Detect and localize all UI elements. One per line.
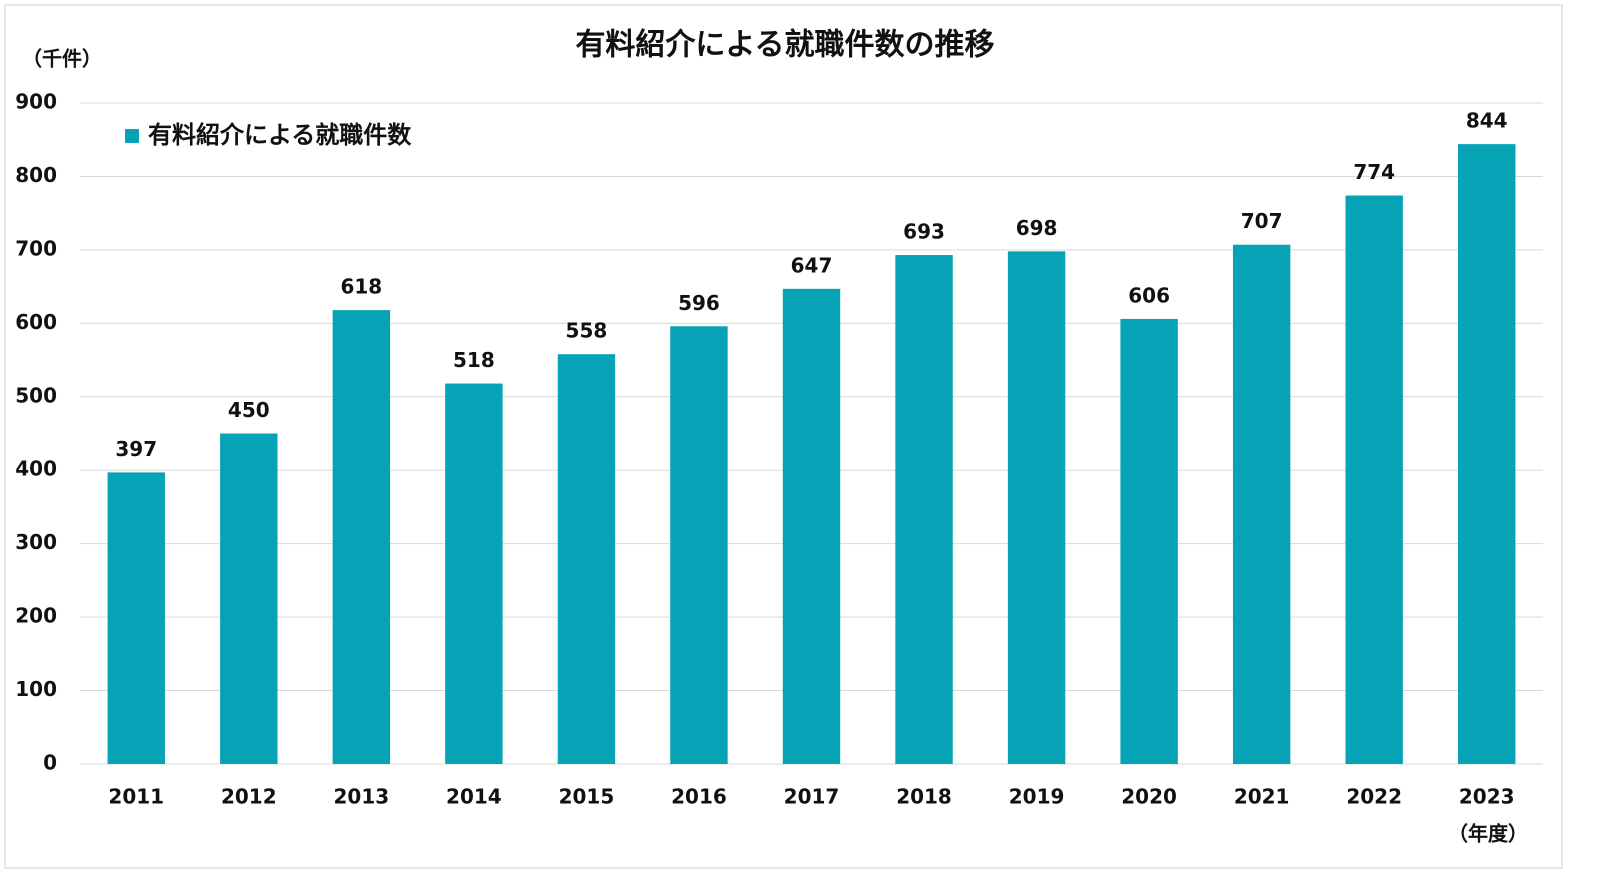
data-label: 558: [566, 319, 608, 343]
data-label: 518: [453, 348, 495, 372]
data-label: 844: [1466, 109, 1508, 133]
x-tick-label: 2019: [1009, 785, 1065, 809]
bar: [557, 354, 616, 764]
data-label: 397: [115, 437, 157, 461]
data-label: 606: [1128, 283, 1170, 307]
x-tick-label: 2022: [1346, 785, 1402, 809]
x-tick-label: 2012: [221, 785, 277, 809]
bar: [445, 383, 503, 764]
bar: [1120, 318, 1178, 764]
y-tick-label: 700: [15, 236, 57, 260]
bar: [895, 255, 953, 764]
x-tick-label: 2021: [1234, 785, 1290, 809]
data-label: 450: [228, 398, 270, 422]
x-tick-label: 2017: [784, 785, 840, 809]
data-label: 647: [791, 253, 833, 277]
y-axis-label: （千件）: [22, 47, 102, 71]
bar: [1345, 195, 1403, 765]
x-tick-label: 2020: [1121, 785, 1177, 809]
x-tick-label: 2018: [896, 785, 952, 809]
x-tick-label: 2023: [1459, 785, 1515, 809]
x-tick-label: 2016: [671, 785, 727, 809]
data-label: 618: [340, 275, 382, 299]
x-tick-label: 2011: [108, 785, 164, 809]
data-label: 774: [1353, 160, 1395, 184]
bar: [782, 288, 841, 764]
y-tick-label: 400: [15, 457, 57, 481]
bar: [220, 433, 278, 764]
chart-title: 有料紹介による就職件数の推移: [575, 28, 994, 63]
legend-label: 有料紹介による就職件数: [148, 121, 412, 149]
data-label: 693: [903, 220, 945, 244]
y-tick-label: 200: [15, 604, 57, 628]
y-tick-label: 0: [43, 751, 57, 775]
bar: [107, 472, 165, 764]
bar: [670, 326, 728, 764]
y-tick-label: 800: [15, 163, 57, 187]
bar: [1232, 244, 1291, 764]
y-tick-label: 500: [15, 383, 57, 407]
data-label: 707: [1241, 209, 1283, 233]
y-tick-label: 100: [15, 677, 57, 701]
data-label: 596: [678, 291, 720, 315]
bar: [1458, 144, 1516, 764]
legend-swatch: [125, 129, 139, 143]
x-tick-label: 2015: [559, 785, 615, 809]
bar: [1007, 251, 1066, 764]
data-label: 698: [1016, 216, 1058, 240]
x-tick-label: 2013: [334, 785, 390, 809]
y-tick-label: 300: [15, 530, 57, 554]
y-tick-label: 900: [15, 90, 57, 114]
y-tick-label: 600: [15, 310, 57, 334]
x-tick-label: 2014: [446, 785, 502, 809]
bar: [332, 310, 391, 764]
x-axis-label: （年度）: [1448, 822, 1528, 846]
